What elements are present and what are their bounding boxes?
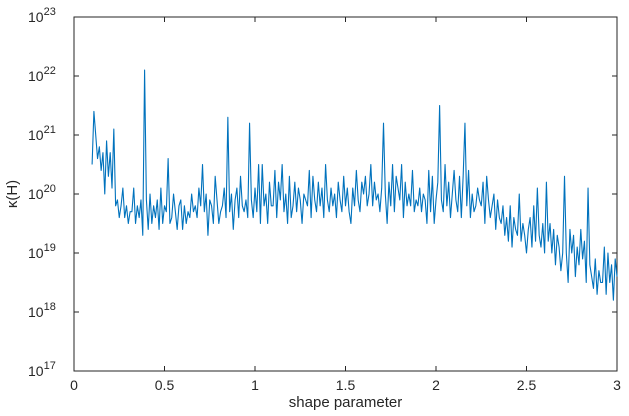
data-series-line: [91, 69, 618, 301]
plot-area: [73, 16, 618, 372]
y-tick-base: 10: [28, 68, 44, 84]
y-tick-label: 1020: [28, 183, 56, 202]
x-tick-label: 1.5: [336, 377, 356, 393]
y-tick-label: 1021: [28, 124, 56, 143]
x-tick-label: 1: [251, 377, 259, 393]
y-tick-exponent: 17: [44, 360, 56, 372]
y-tick-exponent: 20: [44, 183, 56, 195]
axes-box: [73, 16, 618, 372]
y-tick-exponent: 19: [44, 242, 56, 254]
y-tick-exponent: 22: [44, 65, 56, 77]
x-tick-label: 0.5: [155, 377, 175, 393]
x-tick-label: 3: [613, 377, 621, 393]
y-tick-exponent: 21: [44, 124, 56, 136]
y-axis-label: κ(H): [4, 180, 21, 208]
y-tick-exponent: 18: [44, 301, 56, 313]
y-tick-label: 1023: [28, 6, 56, 25]
y-tick-exponent: 23: [44, 6, 56, 18]
y-tick-base: 10: [28, 363, 44, 379]
x-tick-label: 2: [432, 377, 440, 393]
x-axis-ticks: 0 0.5 1 1.5 2 2.5 3: [70, 17, 621, 393]
y-tick-base: 10: [28, 245, 44, 261]
y-tick-label: 1017: [28, 360, 56, 379]
y-tick-base: 10: [28, 304, 44, 320]
x-axis-label: shape parameter: [289, 394, 402, 411]
y-tick-base: 10: [28, 9, 44, 25]
y-tick-label: 1022: [28, 65, 56, 84]
x-tick-label: 2.5: [517, 377, 537, 393]
y-tick-label: 1019: [28, 242, 56, 261]
y-tick-label: 1018: [28, 301, 56, 320]
y-tick-base: 10: [28, 186, 44, 202]
y-tick-base: 10: [28, 127, 44, 143]
x-tick-label: 0: [70, 377, 78, 393]
